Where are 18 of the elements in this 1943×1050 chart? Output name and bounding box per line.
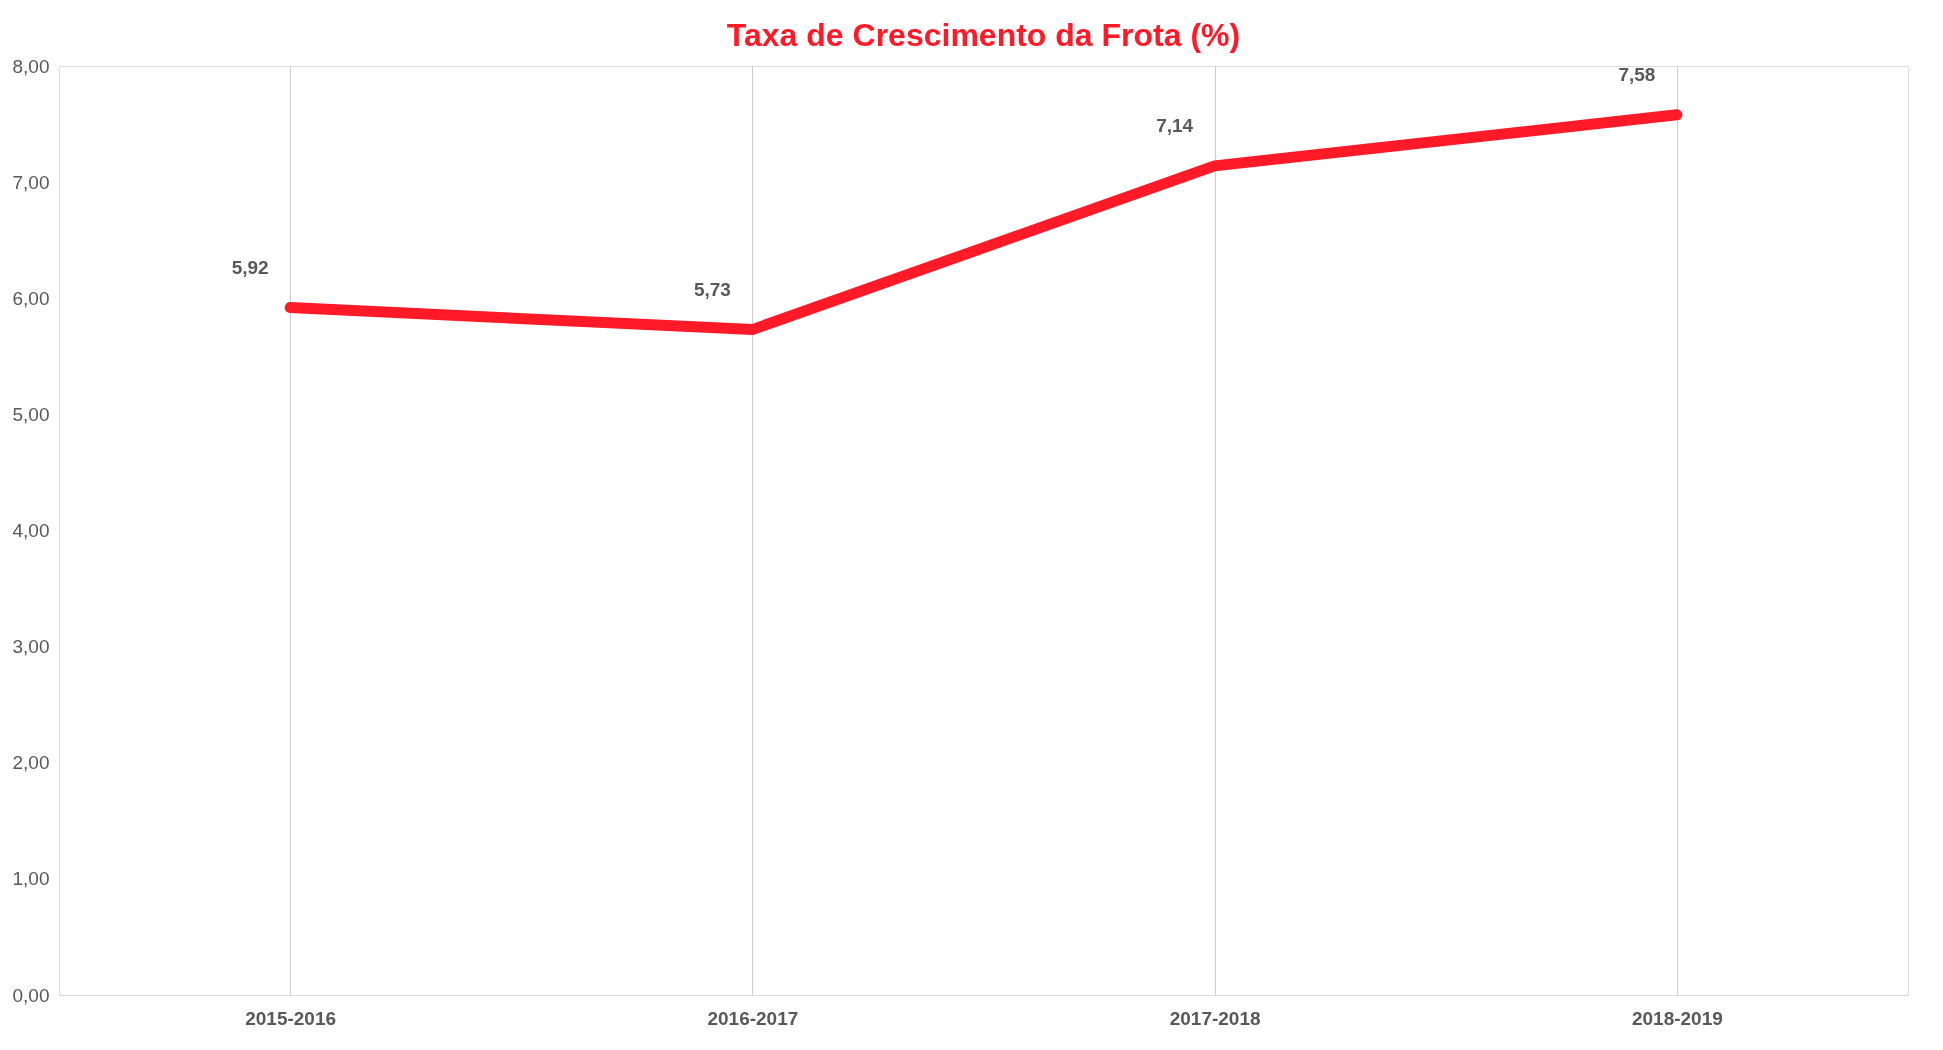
data-label: 7,14 bbox=[1156, 114, 1194, 136]
data-label: 7,58 bbox=[1618, 63, 1656, 85]
y-tick-label: 0,00 bbox=[12, 984, 50, 1006]
y-tick-label: 4,00 bbox=[12, 520, 50, 541]
y-tick-label: 8,00 bbox=[12, 55, 50, 77]
chart-title: Taxa de Crescimento da Frota (%) bbox=[726, 17, 1241, 53]
y-tick-label: 3,00 bbox=[12, 636, 50, 658]
data-label: 5,92 bbox=[231, 256, 269, 278]
x-tick-label: 2015-2016 bbox=[245, 1007, 337, 1029]
x-tick-label: 2018-2019 bbox=[1631, 1007, 1723, 1029]
y-tick-label: 6,00 bbox=[12, 287, 50, 309]
data-label: 5,73 bbox=[693, 278, 731, 300]
x-tick-label: 2017-2018 bbox=[1169, 1007, 1261, 1029]
y-tick-label: 7,00 bbox=[12, 171, 50, 193]
y-tick-label: 2,00 bbox=[12, 752, 50, 774]
y-tick-label: 5,00 bbox=[12, 403, 50, 425]
x-tick-label: 2016-2017 bbox=[707, 1007, 799, 1029]
y-tick-label: 1,00 bbox=[12, 868, 50, 890]
